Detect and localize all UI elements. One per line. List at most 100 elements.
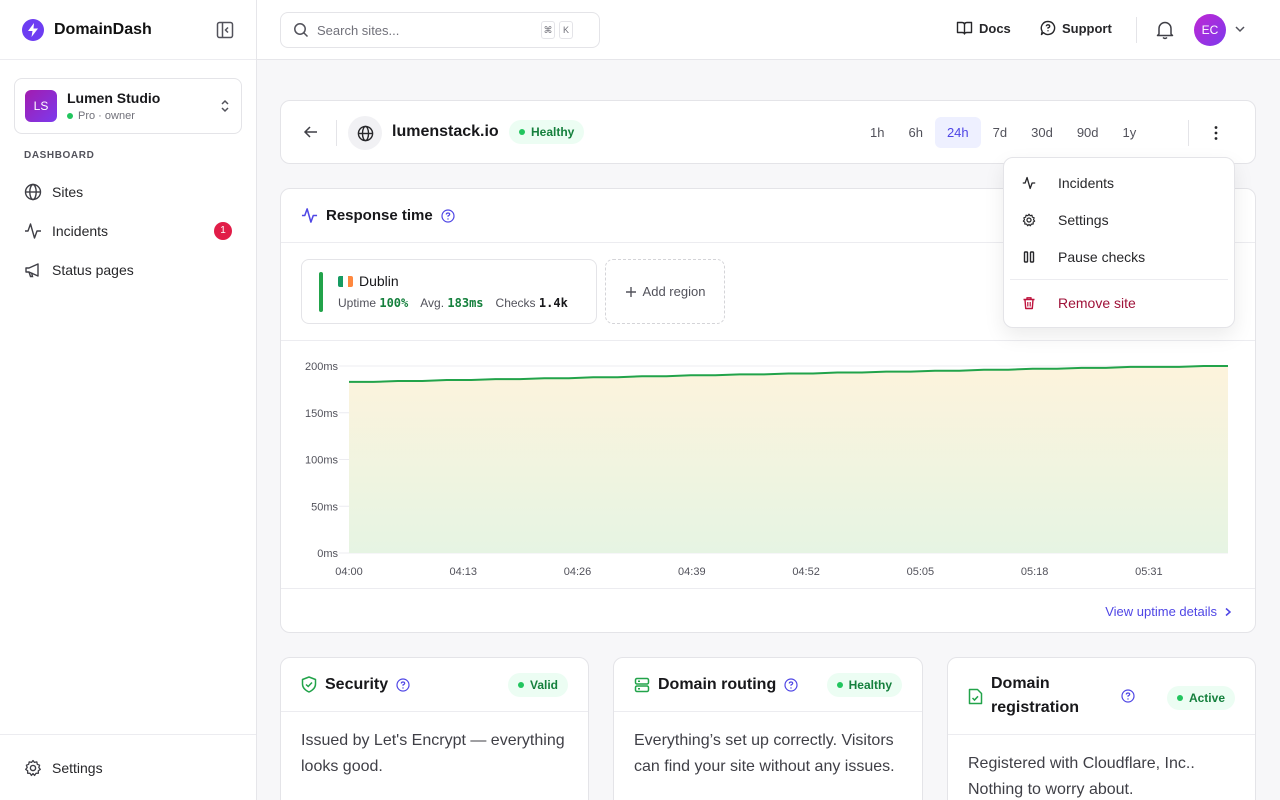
- status-badge: Valid: [507, 673, 568, 697]
- sidebar-item-incidents[interactable]: Incidents 1: [14, 211, 242, 250]
- card-body: Everything’s set up correctly. Visitors …: [634, 732, 895, 775]
- sidebar-item-label: Sites: [52, 183, 84, 200]
- status-label: Active: [1188, 691, 1225, 705]
- status-dot: [1176, 695, 1183, 701]
- card-header: Domain registration Active: [948, 658, 1255, 735]
- y-tick-label: 0ms: [317, 548, 338, 560]
- avg-value: 183ms: [447, 296, 484, 310]
- search-input[interactable]: [317, 22, 537, 38]
- card-body: Issued by Let's Encrypt — everything loo…: [301, 732, 565, 775]
- help-circle-icon[interactable]: [396, 677, 410, 692]
- menu-item-incidents[interactable]: Incidents: [1004, 164, 1234, 201]
- book-icon: [956, 21, 973, 35]
- settings-label: Settings: [52, 759, 103, 776]
- status-badge: Healthy: [826, 673, 902, 697]
- range-tab-90d[interactable]: 90d: [1076, 125, 1099, 140]
- x-tick-label: 05:31: [1135, 566, 1163, 578]
- x-tick-label: 04:52: [792, 566, 820, 578]
- docs-label: Docs: [979, 20, 1011, 36]
- ireland-flag-icon: [338, 275, 353, 287]
- menu-item-settings[interactable]: Settings: [1004, 201, 1234, 238]
- region-card-dublin[interactable]: Dublin Uptime 100% Avg. 183ms Checks 1.4…: [301, 259, 597, 324]
- activity-icon: [1022, 176, 1036, 189]
- workspace-avatar: LS: [25, 90, 57, 122]
- help-circle-icon[interactable]: [441, 208, 455, 223]
- x-tick-label: 05:18: [1021, 566, 1049, 578]
- range-tab-6h[interactable]: 6h: [908, 125, 923, 140]
- domain-routing-card: Domain routing Healthy Everything’s set …: [613, 657, 923, 800]
- workspace-switcher[interactable]: LS Lumen Studio Pro · owner: [14, 78, 242, 134]
- uptime-value: 100%: [379, 296, 409, 310]
- domain-registration-card: Domain registration Active Registered wi…: [947, 657, 1256, 800]
- card-title: Security: [325, 675, 389, 693]
- checks-value: 1.4k: [538, 296, 568, 310]
- help-circle-icon[interactable]: [784, 677, 798, 692]
- range-tab-1y[interactable]: 1y: [1122, 125, 1137, 140]
- workspace-plan: Pro · owner: [78, 110, 135, 122]
- sidebar-item-label: Status pages: [52, 261, 134, 278]
- add-region-button[interactable]: Add region: [605, 259, 725, 324]
- add-region-label: Add region: [642, 284, 706, 299]
- range-tab-1h[interactable]: 1h: [870, 125, 885, 140]
- range-tab-7d[interactable]: 7d: [992, 125, 1008, 140]
- bell-icon[interactable]: [1156, 20, 1174, 40]
- menu-item-label: Incidents: [1058, 174, 1115, 191]
- status-dot: [519, 129, 525, 135]
- activity-icon: [301, 208, 318, 223]
- status-dot: [517, 682, 524, 688]
- search-box[interactable]: ⌘ K: [280, 12, 600, 48]
- uptime-label: Uptime: [338, 296, 377, 310]
- megaphone-icon: [25, 262, 39, 277]
- more-vertical-icon[interactable]: [1207, 124, 1225, 142]
- globe-icon: [357, 125, 373, 141]
- range-tab-30d[interactable]: 30d: [1031, 125, 1053, 140]
- x-tick-label: 04:26: [564, 566, 592, 578]
- status-badge: Active: [1166, 686, 1235, 710]
- sidebar-item-label: Incidents: [52, 222, 109, 239]
- divider: [281, 340, 1255, 341]
- security-card: Security Valid Issued by Let's Encrypt —…: [280, 657, 589, 800]
- sidebar: DomainDash LS Lumen Studio Pro · owner D…: [0, 0, 257, 800]
- support-link[interactable]: Support: [1040, 20, 1112, 36]
- status-dot: [67, 113, 73, 119]
- shortcut-key-k: K: [559, 21, 573, 39]
- chevron-down-icon[interactable]: [1234, 23, 1246, 35]
- site-actions-menu: Incidents Settings Pause checks Remove s…: [1003, 157, 1235, 328]
- sidebar-item-status-pages[interactable]: Status pages: [14, 250, 242, 289]
- topbar-divider: [1136, 17, 1137, 43]
- status-dot: [836, 682, 843, 688]
- card-title: Response time: [326, 207, 433, 224]
- status-label: Healthy: [531, 125, 575, 139]
- trash-icon: [1023, 296, 1035, 309]
- time-range-tabs: 1h 6h 24h 7d 30d 90d 1y: [858, 117, 1148, 148]
- sidebar-settings[interactable]: Settings: [0, 734, 256, 800]
- section-label: DASHBOARD: [24, 150, 95, 161]
- sidebar-nav: Sites Incidents 1 Status pages: [14, 172, 242, 289]
- menu-item-pause-checks[interactable]: Pause checks: [1004, 238, 1234, 275]
- docs-link[interactable]: Docs: [956, 20, 1011, 36]
- sidebar-collapse-icon[interactable]: [216, 21, 234, 39]
- incident-count-badge: 1: [214, 221, 232, 240]
- user-avatar[interactable]: EC: [1194, 14, 1226, 46]
- menu-item-label: Pause checks: [1058, 248, 1146, 265]
- menu-item-remove-site[interactable]: Remove site: [1004, 284, 1234, 321]
- back-arrow-icon[interactable]: [303, 124, 319, 140]
- file-check-icon: [968, 688, 983, 704]
- activity-icon: [25, 222, 41, 239]
- header-divider: [1188, 120, 1189, 146]
- range-tab-24h[interactable]: 24h: [934, 117, 981, 148]
- help-circle-icon[interactable]: [1121, 689, 1135, 703]
- sidebar-item-sites[interactable]: Sites: [14, 172, 242, 211]
- search-icon: [294, 23, 309, 38]
- y-tick-label: 150ms: [305, 408, 339, 420]
- x-tick-label: 04:13: [450, 566, 478, 578]
- x-tick-label: 04:00: [335, 566, 363, 578]
- view-uptime-link[interactable]: View uptime details: [281, 588, 1255, 632]
- menu-item-label: Remove site: [1058, 294, 1136, 311]
- card-title: Domain registration: [991, 675, 1080, 716]
- bolt-logo-icon: [22, 18, 44, 41]
- support-label: Support: [1062, 20, 1112, 36]
- brand-bar: DomainDash: [0, 0, 256, 60]
- y-tick-label: 50ms: [311, 501, 338, 513]
- menu-divider: [1010, 279, 1228, 280]
